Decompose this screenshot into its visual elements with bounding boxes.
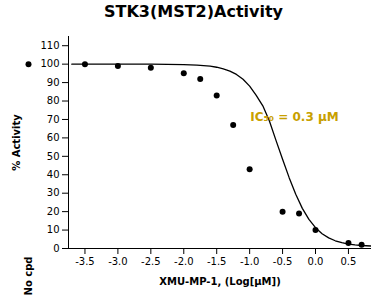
- svg-text:70: 70: [47, 114, 60, 125]
- svg-text:0: 0: [53, 243, 59, 254]
- svg-text:-2.0: -2.0: [174, 256, 194, 267]
- svg-text:-2.5: -2.5: [141, 256, 161, 267]
- svg-text:0.0: 0.0: [308, 256, 324, 267]
- svg-text:-0.5: -0.5: [273, 256, 293, 267]
- svg-text:40: 40: [47, 169, 60, 180]
- svg-text:-3.0: -3.0: [108, 256, 128, 267]
- svg-text:XMU-MP-1, (Log[μM]): XMU-MP-1, (Log[μM]): [159, 276, 280, 287]
- svg-text:0.5: 0.5: [340, 256, 356, 267]
- svg-text:100: 100: [40, 58, 59, 69]
- svg-text:110: 110: [40, 40, 59, 51]
- svg-text:IC₅₀ = 0.3 μM: IC₅₀ = 0.3 μM: [250, 110, 338, 124]
- svg-text:90: 90: [47, 77, 60, 88]
- svg-text:50: 50: [47, 151, 60, 162]
- svg-text:60: 60: [47, 132, 60, 143]
- svg-text:No cpd: No cpd: [23, 257, 34, 296]
- svg-text:30: 30: [47, 187, 60, 198]
- svg-text:-1.5: -1.5: [207, 256, 227, 267]
- svg-text:10: 10: [47, 224, 60, 235]
- svg-text:-3.5: -3.5: [75, 256, 95, 267]
- svg-text:20: 20: [47, 206, 60, 217]
- svg-text:% Activity: % Activity: [11, 114, 22, 171]
- svg-text:-1.0: -1.0: [240, 256, 260, 267]
- html-text:STK3(MST2)Activity: STK3(MST2)Activity: [104, 2, 283, 21]
- svg-text:80: 80: [47, 95, 60, 106]
